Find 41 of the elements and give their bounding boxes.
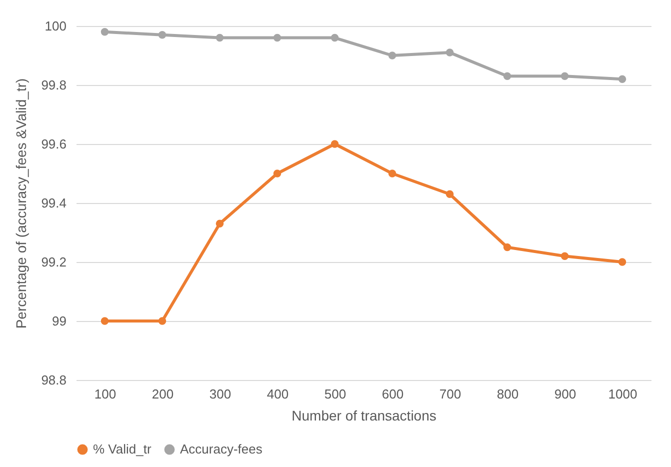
x-tick-label: 900 [554,386,576,402]
point [560,72,569,80]
y-axis-title: Percentage of (accuracy_fees &Valid_tr) [13,78,30,329]
point [388,52,396,60]
legend-label: Accuracy-fees [180,442,263,457]
point [330,34,339,42]
point [503,72,512,80]
y-tick-label: 99.4 [41,196,66,210]
point [100,317,109,325]
point [618,75,626,83]
legend-label: % Valid_tr [93,442,152,457]
point [273,34,282,42]
y-tick-label: 98.8 [41,372,66,388]
point [446,190,454,198]
x-tick-label: 500 [324,386,346,402]
point [388,170,396,178]
point [158,317,166,325]
point [100,28,109,36]
point [216,34,224,42]
x-tick-label: 400 [266,386,289,402]
x-tick-label: 600 [382,386,404,402]
point [446,48,454,56]
point [330,140,339,148]
point [216,220,224,228]
y-tick-label: 99.6 [41,136,66,152]
y-tick-label: 99.2 [41,254,66,270]
y-tick-label: 100 [44,18,66,34]
point [618,258,626,266]
point [503,243,512,252]
y-tick-label: 99 [52,314,66,328]
point [273,170,282,178]
point [560,252,569,260]
x-tick-label: 1000 [608,386,638,402]
x-axis-title: Number of transactions [292,408,436,424]
x-tick-label: 100 [94,386,116,402]
x-tick-label: 800 [496,386,519,402]
x-tick-label: 200 [152,386,174,402]
y-tick-label: 99.8 [41,78,66,92]
point [158,30,166,39]
x-tick-label: 300 [209,386,232,402]
x-tick-label: 700 [439,386,462,402]
